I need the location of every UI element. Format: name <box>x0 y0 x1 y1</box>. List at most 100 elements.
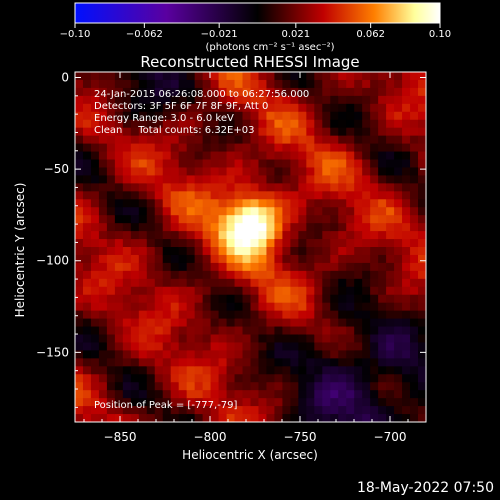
heatmap-cell <box>194 95 204 105</box>
heatmap-cell <box>250 382 260 391</box>
heatmap-cell <box>322 406 331 415</box>
heatmap-cell <box>90 358 100 367</box>
heatmap-cell <box>338 254 347 264</box>
heatmap-cell <box>218 414 228 422</box>
heatmap-cell <box>154 286 164 296</box>
heatmap-cell <box>75 87 84 97</box>
heatmap-cell <box>298 183 307 192</box>
heatmap-cell <box>162 215 172 224</box>
heatmap-cell <box>82 334 92 344</box>
heatmap-cell <box>282 278 291 288</box>
heatmap-cell <box>298 231 307 240</box>
heatmap-cell <box>354 72 363 81</box>
heatmap-cell <box>386 278 395 288</box>
heatmap-cell <box>154 334 164 344</box>
heatmap-cell <box>314 151 323 161</box>
heatmap-cell <box>386 302 395 312</box>
heatmap-cell <box>130 231 140 240</box>
heatmap-cell <box>226 72 236 81</box>
heatmap-cell <box>75 79 84 89</box>
heatmap-cell <box>242 239 252 248</box>
heatmap-cell <box>122 310 132 320</box>
heatmap-cell <box>75 278 84 288</box>
heatmap-cell <box>306 143 315 153</box>
heatmap-cell <box>130 223 140 232</box>
heatmap-cell <box>218 103 228 113</box>
heatmap-cell <box>266 406 276 415</box>
heatmap-cell <box>306 374 315 383</box>
heatmap-cell <box>82 366 92 375</box>
heatmap-cell <box>82 310 92 320</box>
heatmap-cell <box>154 151 164 161</box>
heatmap-cell <box>346 135 355 145</box>
heatmap-cell <box>242 254 252 264</box>
heatmap-cell <box>258 302 268 312</box>
heatmap-cell <box>386 406 395 415</box>
heatmap-cell <box>402 127 411 137</box>
heatmap-cell <box>178 175 188 184</box>
heatmap-cell <box>202 254 212 264</box>
heatmap-cell <box>394 350 403 359</box>
heatmap-cell <box>226 127 236 137</box>
heatmap-cell <box>250 358 260 367</box>
heatmap-cell <box>346 95 355 105</box>
heatmap-cell <box>250 286 260 296</box>
heatmap-cell <box>362 342 371 351</box>
heatmap-cell <box>354 382 363 391</box>
heatmap-cell <box>90 270 100 280</box>
heatmap-cell <box>346 231 355 240</box>
heatmap-cell <box>162 167 172 176</box>
heatmap-cell <box>146 247 156 256</box>
heatmap-cell <box>250 254 260 264</box>
heatmap-cell <box>154 382 164 391</box>
heatmap-cell <box>210 358 220 367</box>
heatmap-cell <box>186 294 196 304</box>
heatmap-cell <box>314 358 323 367</box>
heatmap-cell <box>418 167 426 176</box>
heatmap-cell <box>418 215 426 224</box>
heatmap-cell <box>402 326 411 336</box>
heatmap-cell <box>154 103 164 113</box>
heatmap-cell <box>298 366 307 375</box>
heatmap-cell <box>202 199 212 208</box>
heatmap-cell <box>330 215 339 224</box>
heatmap-cell <box>338 119 347 129</box>
heatmap-cell <box>282 223 291 232</box>
heatmap-cell <box>186 87 196 97</box>
heatmap-cell <box>354 254 363 264</box>
heatmap-cell <box>98 151 108 161</box>
heatmap-cell <box>362 87 371 97</box>
heatmap-cell <box>354 239 363 248</box>
heatmap-cell <box>122 119 132 129</box>
heatmap-cell <box>90 103 100 113</box>
heatmap-cell <box>98 135 108 145</box>
heatmap-cell <box>338 247 347 256</box>
heatmap-cell <box>98 390 108 399</box>
heatmap-cell <box>226 143 236 153</box>
heatmap-cell <box>274 72 284 81</box>
heatmap-cell <box>218 294 228 304</box>
heatmap-cell <box>346 239 355 248</box>
heatmap-cell <box>234 254 244 264</box>
heatmap-cell <box>378 270 387 280</box>
heatmap-cell <box>298 95 307 105</box>
heatmap-cell <box>394 254 403 264</box>
heatmap-cell <box>242 334 252 344</box>
heatmap-cell <box>162 318 172 328</box>
heatmap-cell <box>90 119 100 129</box>
heatmap-cell <box>82 103 92 113</box>
heatmap-cell <box>410 310 419 320</box>
heatmap-cell <box>298 390 307 399</box>
heatmap-cell <box>122 79 132 89</box>
heatmap-cell <box>210 247 220 256</box>
heatmap-cell <box>274 223 284 232</box>
heatmap-cell <box>338 111 347 121</box>
heatmap-cell <box>322 231 331 240</box>
colorbar: −0.10 −0.062 −0.021 0.021 0.062 0.10 (photons… <box>60 2 451 53</box>
heatmap-cell <box>306 87 315 97</box>
heatmap-cell <box>186 135 196 145</box>
heatmap-cell <box>242 87 252 97</box>
heatmap-cell <box>170 127 180 137</box>
heatmap-cell <box>186 374 196 383</box>
heatmap-cell <box>178 143 188 153</box>
